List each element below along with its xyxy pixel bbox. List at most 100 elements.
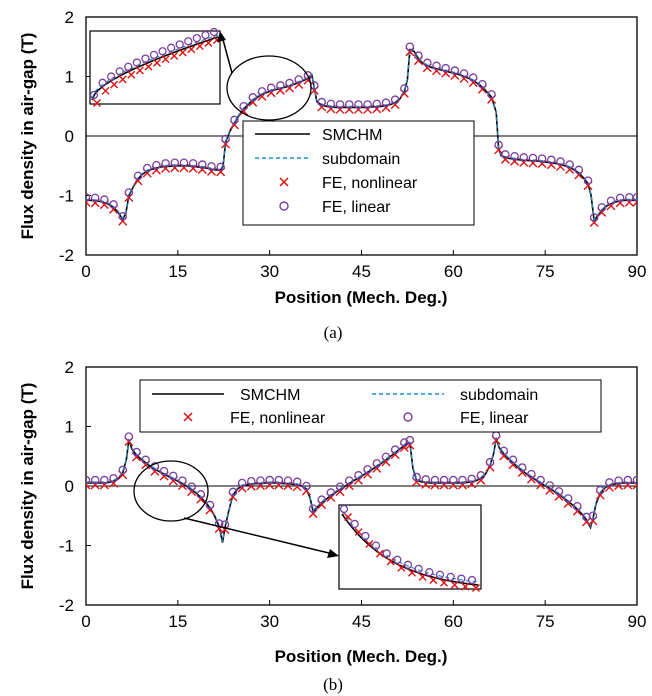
marker-fe-linear-a bbox=[597, 203, 607, 212]
zoom-arrow-b bbox=[183, 517, 334, 555]
inset-marker-fe-linear-b bbox=[339, 504, 349, 514]
inset-marker-fe-linear-b bbox=[382, 549, 391, 558]
inset-marker-fe-nonlinear-b bbox=[397, 563, 406, 572]
marker-fe-linear-a bbox=[179, 158, 189, 167]
marker-fe-linear-a bbox=[345, 100, 354, 109]
marker-fe-linear-a bbox=[547, 155, 556, 165]
marker-fe-linear-b bbox=[458, 475, 467, 485]
x-tick-label-a-0: 0 bbox=[81, 262, 90, 281]
x-tick-label-a-1: 15 bbox=[168, 262, 187, 281]
marker-fe-linear-b bbox=[141, 455, 150, 465]
marker-fe-linear-b bbox=[265, 475, 274, 485]
marker-fe-linear-b bbox=[485, 457, 495, 467]
marker-fe-linear-b bbox=[545, 481, 555, 490]
series-line-subdomain-b bbox=[86, 437, 637, 542]
marker-fe-linear-b bbox=[205, 500, 215, 510]
marker-fe-linear-b bbox=[405, 435, 415, 445]
inset-marker-fe-nonlinear-b bbox=[461, 582, 470, 591]
marker-fe-linear-b bbox=[623, 475, 633, 485]
marker-fe-linear-b bbox=[588, 511, 598, 520]
marker-fe-linear-b bbox=[372, 459, 382, 468]
legend-label-smchm-b: SMCHM bbox=[240, 387, 300, 404]
inset-marker-fe-nonlinear-a bbox=[135, 66, 144, 75]
marker-fe-linear-b bbox=[247, 476, 256, 486]
marker-fe-linear-b bbox=[283, 476, 293, 485]
inset-marker-fe-linear-a bbox=[209, 27, 219, 37]
series-line-smchm-b bbox=[86, 438, 637, 543]
inset-marker-fe-nonlinear-a bbox=[170, 51, 179, 60]
y-tick-label-b-3: 1 bbox=[65, 418, 74, 437]
inset-marker-fe-nonlinear-a bbox=[204, 39, 213, 48]
inset-marker-fe-nonlinear-a bbox=[93, 99, 101, 107]
marker-fe-linear-b bbox=[554, 487, 564, 496]
inset-marker-fe-linear-a bbox=[175, 40, 184, 49]
inset-marker-fe-linear-a bbox=[192, 33, 202, 43]
inset-marker-fe-linear-b bbox=[425, 567, 434, 577]
legend-b: SMCHM subdomain FE, nonlinear FE, linear bbox=[139, 379, 602, 433]
inset-frame-b bbox=[338, 504, 482, 590]
zoom-arrowhead-b bbox=[327, 549, 339, 558]
marker-fe-linear-b bbox=[308, 504, 318, 513]
marker-fe-linear-a bbox=[414, 51, 423, 60]
marker-fe-linear-a bbox=[501, 150, 510, 159]
inset-marker-fe-nonlinear-b bbox=[450, 580, 459, 589]
marker-fe-linear-a bbox=[257, 87, 267, 96]
legend-frame-a bbox=[242, 120, 475, 226]
marker-fe-linear-b bbox=[499, 446, 509, 456]
inset-marker-fe-linear-a bbox=[124, 62, 133, 71]
legend-swatch-fe-nonlinear-a bbox=[279, 177, 289, 187]
marker-fe-linear-a bbox=[494, 140, 503, 150]
marker-fe-linear-a bbox=[606, 196, 616, 206]
axes-a: 0 15 30 45 60 75 90 -2 -1 0 1 2 bbox=[59, 8, 647, 281]
marker-fe-linear-b bbox=[228, 487, 238, 497]
y-tick-label-a-2: 0 bbox=[65, 127, 74, 146]
inset-marker-fe-nonlinear-a bbox=[118, 75, 127, 84]
y-tick-label-a-3: 1 bbox=[65, 68, 74, 87]
marker-fe-linear-b bbox=[118, 465, 127, 475]
legend-swatch-fe-linear-a bbox=[279, 201, 289, 211]
y-tick-label-a-0: -2 bbox=[59, 246, 74, 265]
inset-marker-fe-linear-b bbox=[350, 519, 359, 529]
y-tick-label-a-4: 2 bbox=[65, 8, 74, 27]
inset-marker-fe-linear-a bbox=[149, 50, 159, 60]
marker-fe-linear-a bbox=[487, 90, 496, 99]
axes-b: 0 15 30 45 60 75 90 -2 -1 0 1 2 bbox=[59, 358, 647, 631]
marker-fe-linear-a bbox=[294, 75, 303, 84]
marker-fe-linear-a bbox=[632, 193, 637, 202]
marker-fe-linear-b bbox=[632, 475, 637, 485]
legend-a: SMCHM subdomain FE, nonlinear FE, linear bbox=[242, 120, 475, 226]
marker-fe-linear-a bbox=[528, 153, 538, 163]
marker-fe-linear-a bbox=[133, 171, 143, 181]
inset-marker-fe-nonlinear-b bbox=[376, 549, 384, 558]
marker-fe-linear-b bbox=[90, 475, 100, 485]
inset-marker-fe-nonlinear-b bbox=[344, 513, 352, 521]
x-tick-label-b-1: 15 bbox=[168, 612, 187, 631]
marker-fe-linear-a bbox=[326, 99, 336, 109]
zoom-ellipse-b bbox=[133, 460, 209, 522]
inset-marker-fe-linear-a bbox=[115, 67, 124, 76]
marker-fe-linear-b bbox=[237, 478, 247, 488]
inset-marker-fe-linear-a bbox=[184, 37, 193, 46]
marker-fe-linear-a bbox=[86, 193, 91, 202]
marker-fe-linear-a bbox=[519, 153, 528, 162]
marker-fe-linear-a bbox=[248, 93, 258, 102]
inset-marker-fe-linear-a bbox=[98, 78, 107, 87]
inset-marker-fe-nonlinear-a bbox=[195, 42, 204, 51]
marker-fe-linear-a bbox=[109, 200, 118, 209]
zoom-ellipse-a bbox=[226, 55, 312, 121]
x-tick-label-b-2: 30 bbox=[260, 612, 279, 631]
inset-marker-fe-nonlinear-b bbox=[429, 576, 438, 585]
marker-fe-linear-a bbox=[405, 42, 415, 51]
inset-a bbox=[89, 27, 221, 107]
y-axis-label-a: Flux density in air-gap (T) bbox=[18, 33, 37, 240]
inset-marker-fe-linear-b bbox=[457, 574, 466, 583]
chart-b: 0 15 30 45 60 75 90 -2 -1 0 1 2 SMCHM subdomain FE,… bbox=[18, 358, 646, 694]
zoom-arrowhead-a bbox=[217, 31, 226, 42]
marker-fe-linear-a bbox=[390, 95, 400, 104]
marker-fe-linear-a bbox=[118, 212, 127, 221]
marker-fe-linear-a bbox=[574, 165, 584, 175]
series-line-smchm-a bbox=[86, 48, 637, 223]
marker-fe-linear-b bbox=[412, 472, 421, 482]
inset-b bbox=[338, 504, 482, 592]
